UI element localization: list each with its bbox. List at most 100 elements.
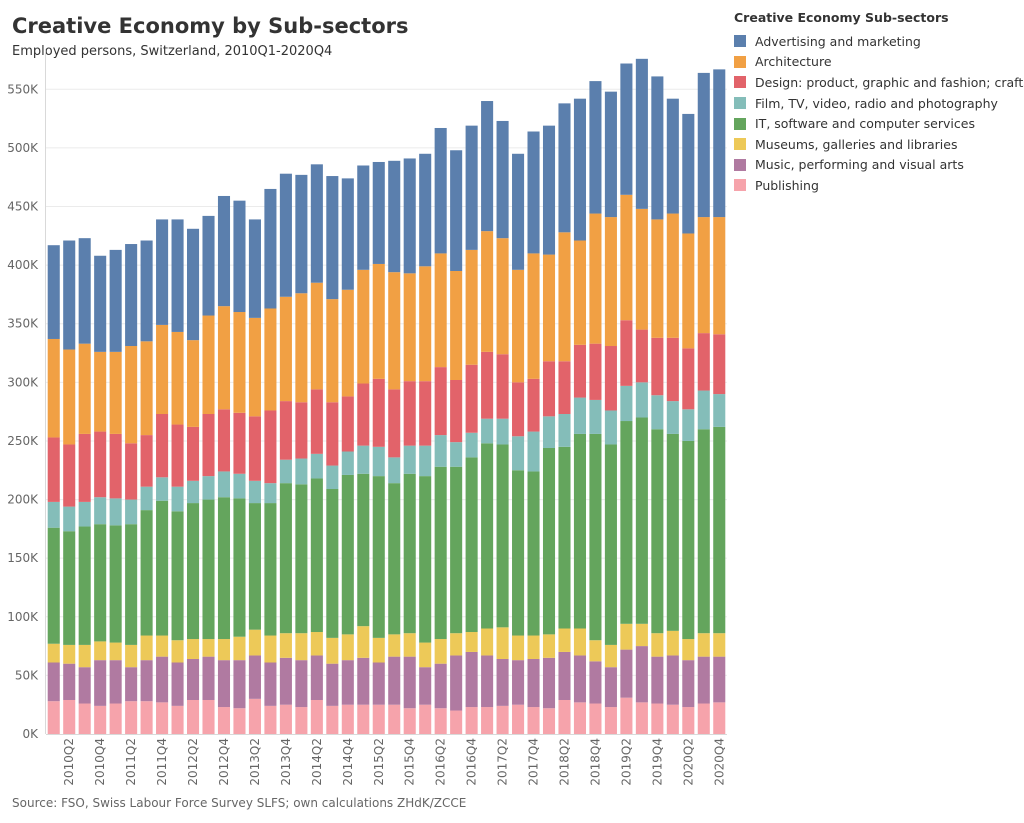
bar-segment (47, 662, 60, 702)
bar-segment (697, 390, 710, 430)
bar-segment (63, 349, 76, 445)
y-tick-label: 550K (7, 82, 39, 96)
bar-segment (542, 125, 556, 255)
bar-segment (125, 499, 138, 525)
legend-item[interactable]: Museums, galleries and libraries (734, 134, 1019, 155)
bar-segment (94, 497, 107, 525)
bar-segment (573, 433, 587, 629)
bar-segment (248, 416, 261, 481)
bar-segment (78, 667, 91, 704)
bar-segment (233, 473, 246, 499)
bar-segment (666, 98, 679, 214)
bar-segment (171, 640, 184, 663)
legend-swatch (734, 138, 746, 151)
bar-segment (635, 417, 648, 624)
bar-segment (279, 459, 292, 484)
bar-segment (63, 506, 76, 532)
bar-segment (697, 633, 710, 657)
bar-segment (434, 663, 447, 709)
bar-segment (697, 429, 710, 634)
y-tick-label: 400K (7, 258, 39, 272)
bar-segment (156, 656, 169, 703)
x-tick-label: 2020Q2 (681, 738, 695, 786)
bar-segment (682, 660, 695, 708)
bar-segment (341, 634, 354, 661)
bar-segment (357, 626, 370, 658)
bar-segment (604, 410, 617, 445)
bar-segment (527, 471, 540, 636)
bar-segment (403, 656, 416, 709)
bar-segment (47, 643, 60, 663)
bar-segment (558, 413, 571, 447)
bar-segment (403, 381, 416, 446)
bar-segment (450, 380, 463, 443)
x-tick-label: 2019Q4 (650, 738, 664, 786)
legend-label: Museums, galleries and libraries (755, 136, 958, 152)
bar-segment (264, 188, 277, 309)
bar-segment (140, 660, 153, 702)
bar-segment (419, 445, 432, 477)
bar-segment (156, 702, 169, 734)
bar-segment (279, 633, 292, 658)
bar-segment (558, 361, 571, 414)
bar-segment (403, 473, 416, 634)
bar-segment (310, 632, 323, 656)
legend-item[interactable]: IT, software and computer services (734, 113, 1019, 134)
legend-item[interactable]: Architecture (734, 52, 1019, 73)
legend-item[interactable]: Film, TV, video, radio and photography (734, 93, 1019, 114)
bar-segment (171, 424, 184, 487)
x-tick-label: 2014Q4 (341, 738, 355, 786)
bar-segment (171, 662, 184, 706)
bar-segment (47, 501, 60, 528)
y-tick-label: 250K (7, 434, 39, 448)
y-tick-label: 0K (22, 727, 39, 741)
bar-segment (573, 344, 587, 398)
bar-segment (651, 429, 664, 634)
bar-segment (403, 633, 416, 657)
bar-segment (573, 397, 587, 434)
bar-segment (264, 410, 277, 484)
bar-segment (63, 663, 76, 701)
bar-segment (651, 633, 664, 657)
y-tick-label: 200K (7, 493, 39, 507)
bar-segment (310, 164, 323, 283)
bar-segment (620, 320, 633, 386)
bar-segment (171, 705, 184, 734)
y-tick-label: 50K (15, 668, 39, 682)
bar-segment (651, 76, 664, 220)
bar-segment (527, 131, 540, 254)
bar-segment (666, 655, 679, 705)
bar-segment (481, 628, 494, 656)
bar-segment (666, 630, 679, 656)
bar-segment (372, 662, 385, 705)
bar-segment (635, 58, 648, 209)
legend-item[interactable]: Publishing (734, 175, 1019, 196)
legend-swatch (734, 76, 746, 89)
bar-segment (156, 500, 169, 636)
bar-segment (295, 402, 308, 459)
legend-item[interactable]: Design: product, graphic and fashion; cr… (734, 72, 1024, 93)
bar-segment (279, 704, 292, 734)
legend-item[interactable]: Music, performing and visual arts (734, 155, 1019, 176)
bar-segment (527, 378, 540, 432)
bar-segment (279, 657, 292, 705)
bar-segment (156, 219, 169, 325)
bar-segment (326, 299, 339, 403)
x-tick-label: 2016Q4 (465, 738, 479, 786)
bar-segment (186, 228, 200, 341)
bar-segment (156, 324, 169, 414)
legend-label: Architecture (755, 54, 832, 70)
y-tick-label: 350K (7, 317, 39, 331)
bar-segment (372, 378, 385, 447)
bar-segment (666, 213, 679, 338)
bar-segment (47, 701, 60, 734)
bar-segment (202, 215, 215, 316)
bar-segment (496, 120, 509, 239)
bar-segment (326, 705, 339, 734)
legend-label: Design: product, graphic and fashion; cr… (755, 74, 1024, 90)
bar-segment (403, 273, 416, 382)
bar-segment (558, 651, 571, 701)
bar-segment (542, 634, 556, 658)
bar-segment (140, 341, 153, 436)
legend-item[interactable]: Advertising and marketing (734, 31, 1019, 52)
